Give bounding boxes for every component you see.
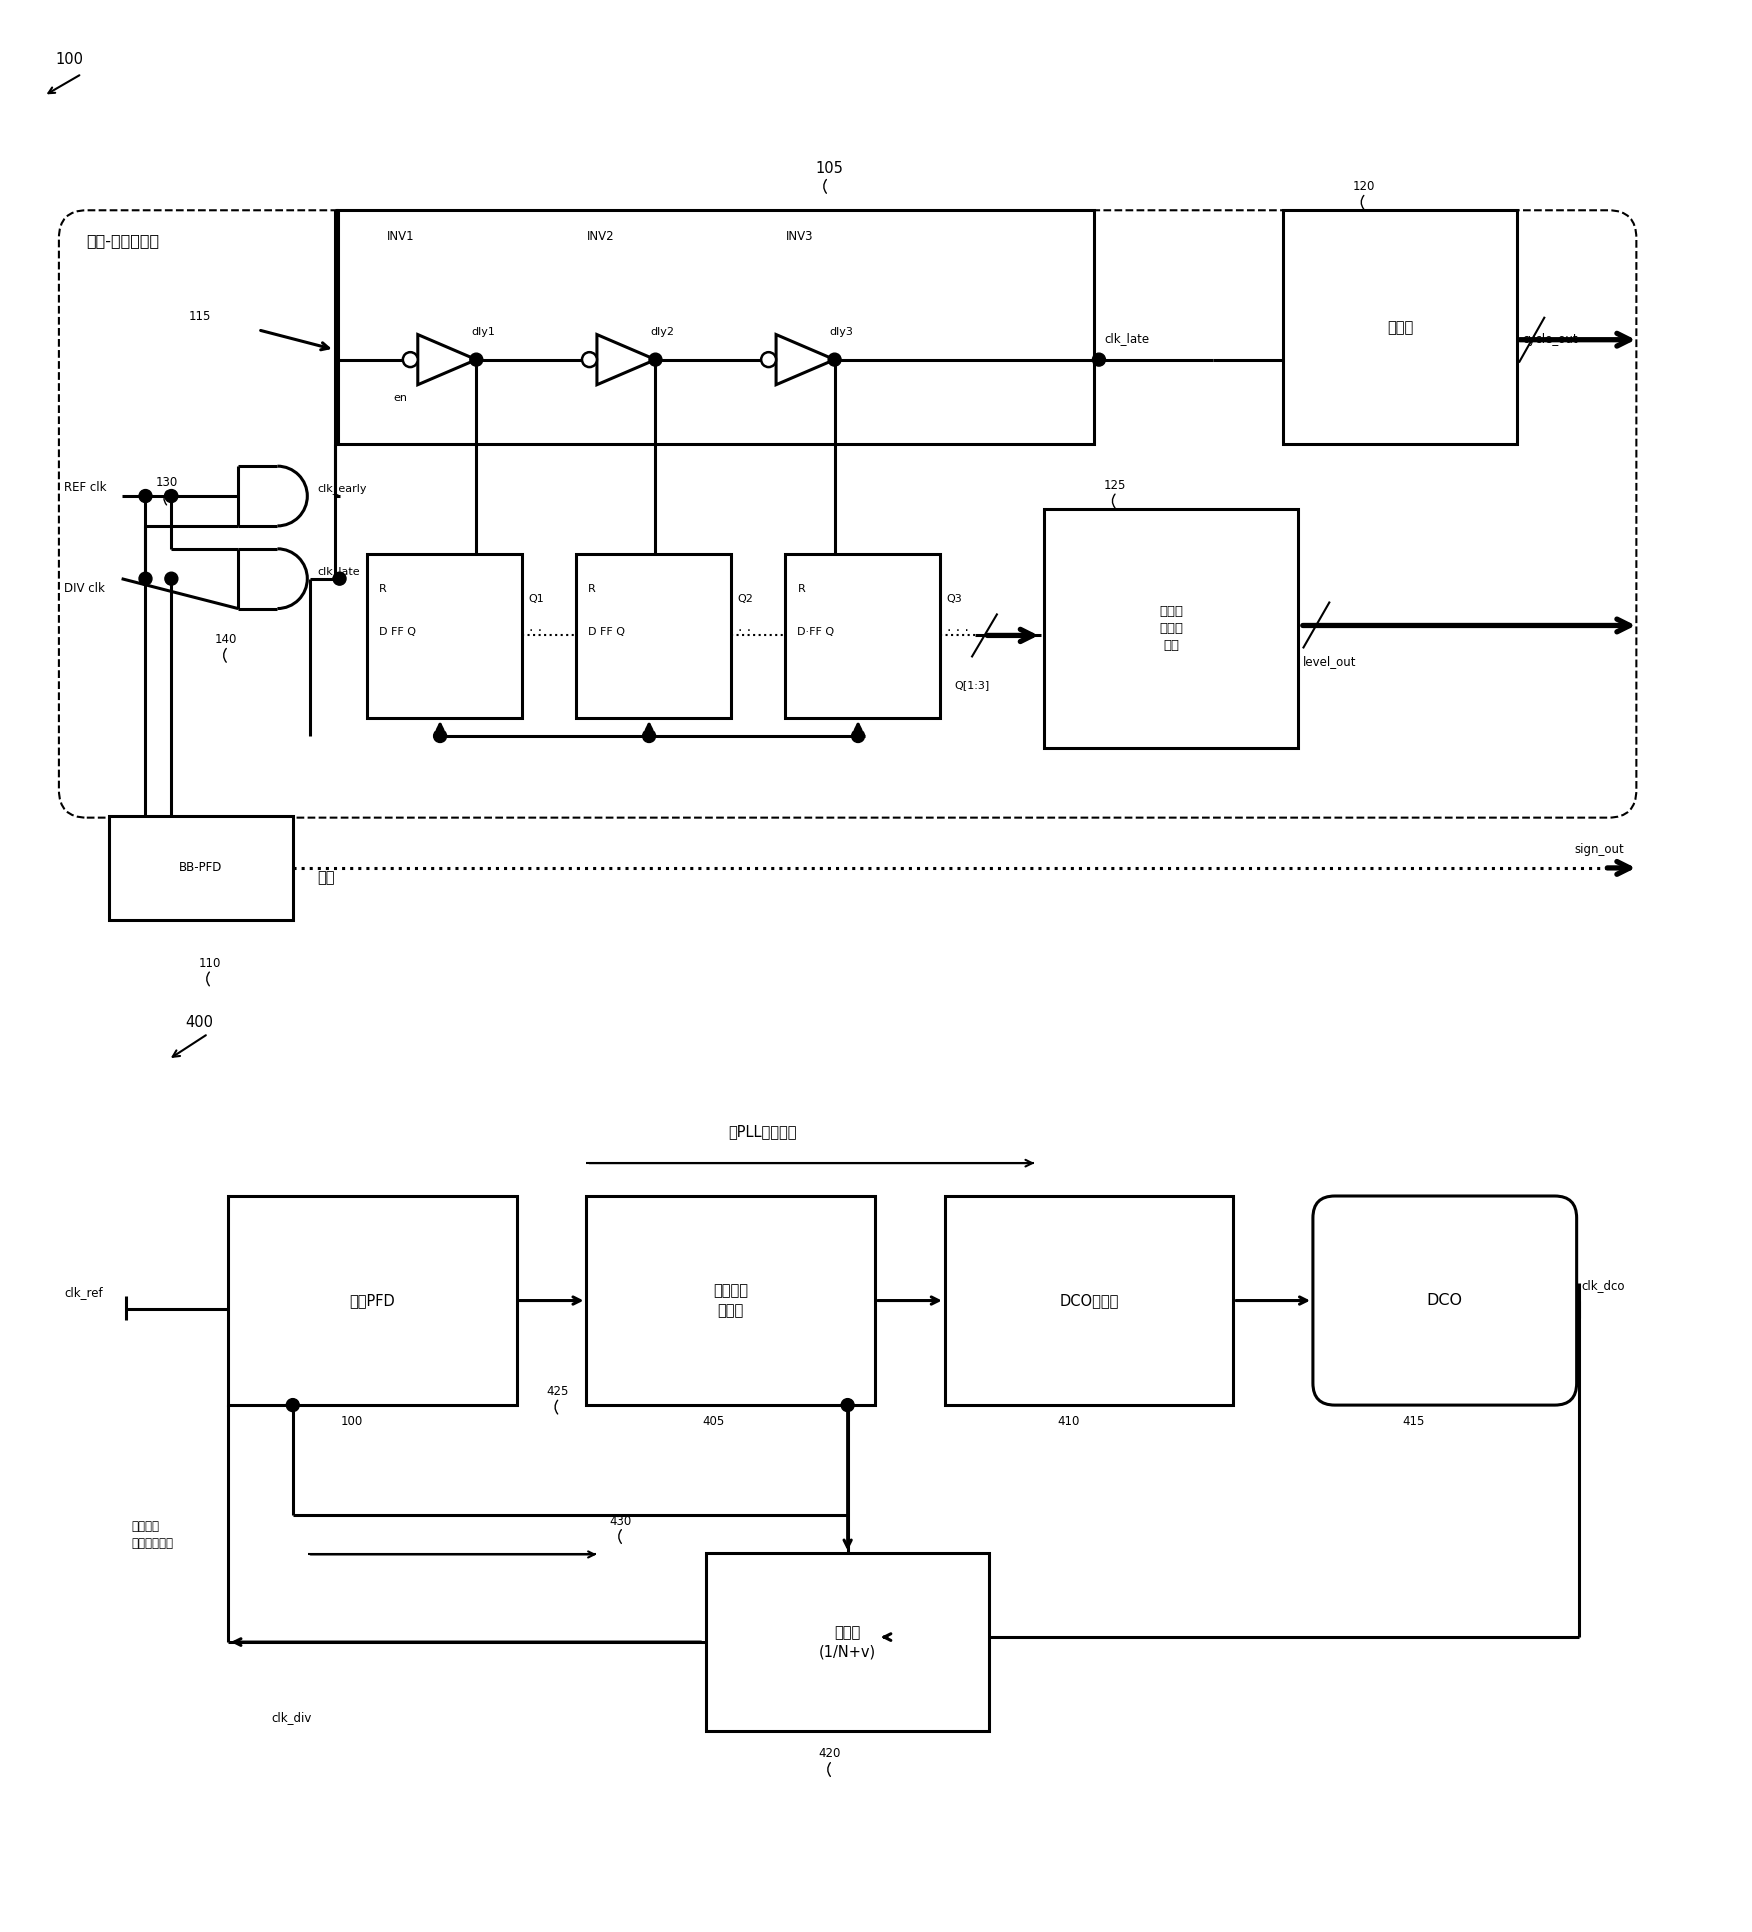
Text: 符号: 符号	[317, 869, 335, 885]
Text: 415: 415	[1403, 1414, 1424, 1428]
FancyBboxPatch shape	[338, 211, 1093, 444]
Text: cycle_out: cycle_out	[1522, 332, 1577, 346]
Text: 140: 140	[215, 634, 238, 647]
Circle shape	[841, 1399, 855, 1412]
Text: 430: 430	[610, 1515, 631, 1528]
Text: INV3: INV3	[785, 230, 813, 243]
Text: Q1: Q1	[529, 593, 545, 603]
Text: INV1: INV1	[387, 230, 415, 243]
Text: 125: 125	[1104, 479, 1127, 493]
Text: 数字环路
滤波器: 数字环路 滤波器	[713, 1283, 748, 1318]
Circle shape	[829, 354, 841, 365]
FancyBboxPatch shape	[109, 815, 293, 920]
Text: 主PLL控制环路: 主PLL控制环路	[729, 1124, 797, 1140]
Circle shape	[648, 354, 662, 365]
Text: clk_late: clk_late	[317, 566, 361, 576]
Text: 时间-数字转换器: 时间-数字转换器	[86, 234, 159, 247]
Text: DIV clk: DIV clk	[63, 582, 105, 595]
Text: R: R	[797, 583, 806, 593]
FancyBboxPatch shape	[944, 1196, 1233, 1405]
Text: DCO: DCO	[1426, 1293, 1463, 1308]
Circle shape	[165, 572, 179, 585]
Circle shape	[138, 489, 152, 502]
FancyBboxPatch shape	[368, 554, 522, 719]
Text: R: R	[589, 583, 596, 593]
Text: INV2: INV2	[587, 230, 613, 243]
Text: 400: 400	[186, 1014, 214, 1030]
FancyBboxPatch shape	[576, 554, 731, 719]
Polygon shape	[417, 334, 477, 384]
Text: 120: 120	[1353, 180, 1375, 193]
Text: clk_early: clk_early	[317, 483, 368, 495]
Text: BB-PFD: BB-PFD	[179, 862, 223, 875]
Text: REF clk: REF clk	[63, 481, 107, 495]
Text: Q[1:3]: Q[1:3]	[955, 680, 990, 690]
Text: level_out: level_out	[1303, 655, 1356, 668]
Circle shape	[333, 572, 347, 585]
Text: · ·: · ·	[738, 624, 752, 638]
FancyBboxPatch shape	[1312, 1196, 1577, 1405]
Circle shape	[403, 352, 417, 367]
Circle shape	[760, 352, 776, 367]
Circle shape	[851, 730, 864, 742]
Text: 105: 105	[815, 162, 843, 176]
Text: dly3: dly3	[830, 327, 853, 336]
Text: · ·: · ·	[529, 624, 541, 638]
Text: 115: 115	[187, 309, 210, 323]
Text: 410: 410	[1056, 1414, 1079, 1428]
Text: 425: 425	[547, 1385, 569, 1399]
Circle shape	[433, 730, 447, 742]
Circle shape	[286, 1399, 300, 1412]
Text: 解码器
和饱和
逻辑: 解码器 和饱和 逻辑	[1160, 605, 1183, 651]
FancyBboxPatch shape	[1044, 508, 1298, 748]
Text: en: en	[392, 394, 406, 404]
FancyBboxPatch shape	[587, 1196, 874, 1405]
FancyBboxPatch shape	[60, 211, 1636, 817]
Circle shape	[643, 730, 655, 742]
Text: 数字PFD: 数字PFD	[350, 1293, 396, 1308]
Circle shape	[165, 489, 179, 502]
Text: 405: 405	[703, 1414, 725, 1428]
Polygon shape	[597, 334, 655, 384]
Circle shape	[138, 572, 152, 585]
Text: 100: 100	[56, 52, 84, 68]
Text: Q3: Q3	[946, 593, 962, 603]
Circle shape	[1093, 354, 1106, 365]
Text: 130: 130	[156, 475, 177, 489]
FancyBboxPatch shape	[228, 1196, 517, 1405]
Text: clk_late: clk_late	[1104, 332, 1149, 344]
FancyBboxPatch shape	[785, 554, 939, 719]
Text: 计数器: 计数器	[1388, 321, 1414, 334]
Circle shape	[582, 352, 597, 367]
Text: 分频器
(1/N+v): 分频器 (1/N+v)	[820, 1625, 876, 1660]
Text: 快速相位
对准控制环路: 快速相位 对准控制环路	[131, 1520, 173, 1551]
Text: clk_div: clk_div	[272, 1710, 312, 1723]
Polygon shape	[776, 334, 834, 384]
Text: clk_dco: clk_dco	[1582, 1279, 1626, 1293]
Text: · · ·: · · ·	[946, 624, 969, 638]
Text: 110: 110	[198, 956, 221, 970]
Text: dly2: dly2	[650, 327, 675, 336]
Text: 420: 420	[818, 1747, 841, 1760]
FancyBboxPatch shape	[1282, 211, 1517, 444]
Text: R: R	[380, 583, 387, 593]
Text: D FF Q: D FF Q	[380, 628, 417, 638]
Text: D·FF Q: D·FF Q	[797, 628, 834, 638]
Text: clk_ref: clk_ref	[63, 1285, 103, 1298]
Text: dly1: dly1	[471, 327, 496, 336]
Text: Q2: Q2	[738, 593, 753, 603]
Text: D FF Q: D FF Q	[589, 628, 625, 638]
Text: DCO解码器: DCO解码器	[1060, 1293, 1120, 1308]
Text: sign_out: sign_out	[1575, 842, 1624, 856]
Circle shape	[470, 354, 484, 365]
FancyBboxPatch shape	[706, 1553, 990, 1731]
Text: 100: 100	[340, 1414, 363, 1428]
